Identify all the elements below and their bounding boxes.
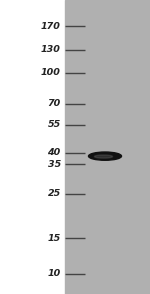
Ellipse shape	[94, 155, 112, 158]
Text: 15: 15	[48, 234, 61, 243]
Text: 70: 70	[48, 99, 61, 108]
Text: 100: 100	[41, 68, 61, 77]
Ellipse shape	[88, 152, 122, 160]
Text: 130: 130	[41, 45, 61, 54]
Bar	[65, 0, 150, 294]
Text: 10: 10	[48, 269, 61, 278]
Text: 55: 55	[48, 121, 61, 129]
Text: 40: 40	[48, 148, 61, 157]
Text: 25: 25	[48, 189, 61, 198]
Text: 35: 35	[48, 160, 61, 169]
Text: 170: 170	[41, 22, 61, 31]
Bar	[0, 0, 65, 294]
